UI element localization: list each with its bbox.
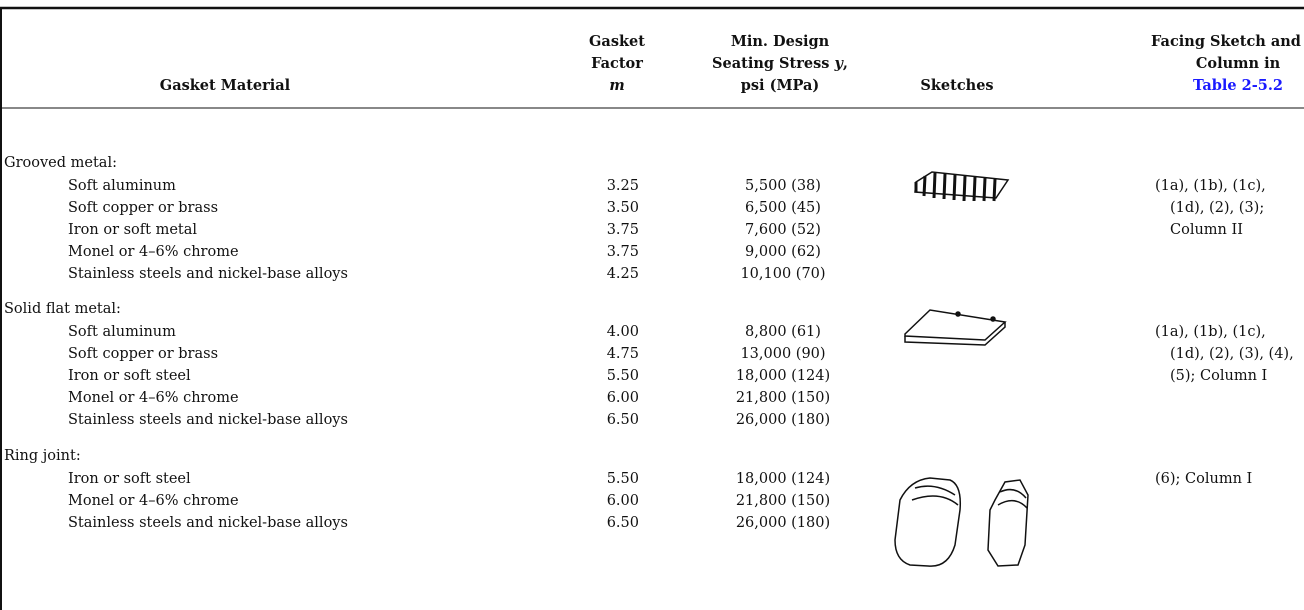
seating-stress: 13,000 (90) — [740, 346, 826, 362]
facing-column: (1d), (2), (3); — [1170, 200, 1265, 216]
seating-stress: 21,800 (150) — [735, 390, 831, 406]
gasket-factor: 5.50 — [606, 368, 639, 384]
seating-stress: 6,500 (45) — [745, 200, 821, 216]
header-factor: Factor — [591, 55, 643, 72]
header-stress: Seating Stress y, — [712, 53, 848, 75]
gasket-factor: 3.50 — [606, 200, 639, 216]
gasket-factor: 6.00 — [606, 493, 639, 509]
material: Soft copper or brass — [68, 346, 219, 362]
material: Soft aluminum — [68, 178, 176, 194]
material: Stainless steels and nickel-base alloys — [68, 266, 348, 282]
seating-stress: 18,000 (124) — [735, 368, 831, 384]
facing-column: (5); Column I — [1170, 368, 1268, 384]
header-facing: Facing Sketch and — [1151, 33, 1301, 50]
header-stress-part: y — [834, 55, 843, 72]
seating-stress: 8,800 (61) — [745, 324, 821, 340]
seating-stress: 5,500 (38) — [745, 178, 821, 194]
group-name: Ring joint: — [4, 448, 81, 464]
gasket-factor: 3.75 — [606, 244, 639, 260]
material: Stainless steels and nickel-base alloys — [68, 515, 348, 531]
material: Iron or soft steel — [68, 368, 191, 384]
flat-sketch — [904, 309, 1007, 346]
header-stress-part: , — [842, 55, 848, 72]
grooved-sketch — [914, 171, 1010, 202]
material: Iron or soft metal — [68, 222, 198, 238]
header-stress-part: Seating Stress — [712, 55, 835, 72]
gasket-factor: 4.75 — [606, 346, 639, 362]
header-sketches: Sketches — [920, 77, 994, 94]
seating-stress: 21,800 (150) — [735, 493, 831, 509]
gasket-factor: 6.00 — [606, 390, 639, 406]
material: Stainless steels and nickel-base alloys — [68, 412, 348, 428]
facing-column: (6); Column I — [1155, 471, 1253, 487]
gasket-factor: 6.50 — [606, 412, 639, 428]
table-link[interactable]: Table 2-5.2 — [1192, 77, 1284, 94]
header-stress: Min. Design — [730, 33, 830, 50]
header-facing: Column in — [1195, 55, 1281, 72]
header-factor: Gasket — [589, 33, 645, 50]
seating-stress: 7,600 (52) — [745, 222, 821, 238]
header-stress: psi (MPa) — [740, 77, 820, 94]
gasket-factor: 6.50 — [606, 515, 639, 531]
seating-stress: 10,100 (70) — [740, 266, 826, 282]
material: Monel or 4–6% chrome — [68, 390, 239, 406]
gasket-factor: 3.75 — [606, 222, 639, 238]
seating-stress: 26,000 (180) — [735, 515, 831, 531]
material: Monel or 4–6% chrome — [68, 493, 239, 509]
seating-stress: 9,000 (62) — [745, 244, 821, 260]
gasket-factor: 4.25 — [606, 266, 639, 282]
facing-column: (1a), (1b), (1c), — [1155, 178, 1266, 194]
facing-column: (1d), (2), (3), (4), — [1170, 346, 1294, 362]
seating-stress: 18,000 (124) — [735, 471, 831, 487]
gasket-factor: 3.25 — [606, 178, 639, 194]
facing-column: (1a), (1b), (1c), — [1155, 324, 1266, 340]
material: Monel or 4–6% chrome — [68, 244, 239, 260]
header-factor-symbol: m — [609, 77, 625, 94]
material: Iron or soft steel — [68, 471, 191, 487]
gasket-factor: 5.50 — [606, 471, 639, 487]
material: Soft aluminum — [68, 324, 176, 340]
gasket-factor: 4.00 — [606, 324, 639, 340]
facing-column: Column II — [1170, 222, 1243, 238]
group-name: Grooved metal: — [4, 155, 117, 171]
header-material: Gasket Material — [159, 77, 291, 94]
material: Soft copper or brass — [68, 200, 219, 216]
seating-stress: 26,000 (180) — [735, 412, 831, 428]
group-name: Solid flat metal: — [4, 301, 121, 317]
ring-sketch — [894, 477, 1029, 567]
